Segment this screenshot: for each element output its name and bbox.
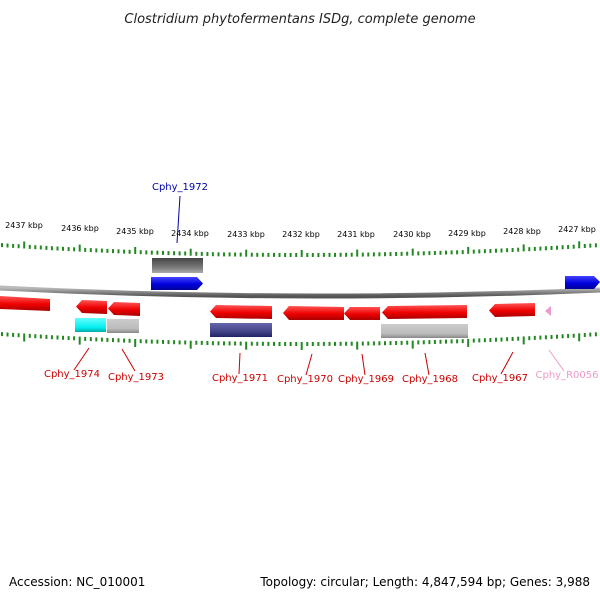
genome-backbone bbox=[0, 285, 600, 299]
scale-label: 2434 kbp bbox=[171, 229, 209, 238]
reverse-cds-arrow-cphy-1974[interactable] bbox=[76, 300, 107, 314]
outer-scale-ticks bbox=[1, 241, 597, 257]
label-leader-line bbox=[500, 351, 514, 375]
genome-summary-text: Topology: circular; Length: 4,847,594 bp… bbox=[259, 575, 590, 589]
label-leader-line bbox=[73, 347, 90, 371]
map-title: Clostridium phytofermentans ISDg, comple… bbox=[124, 12, 475, 27]
scale-label: 2430 kbp bbox=[393, 230, 431, 239]
cog-feature-block bbox=[75, 318, 106, 332]
gene-label-cphy-1970: Cphy_1970 bbox=[277, 374, 333, 385]
gene-label-cphy-1972: Cphy_1972 bbox=[152, 182, 208, 193]
reverse-cds-arrow-cphy-1970[interactable] bbox=[283, 306, 344, 320]
gene-label-cphy-1971: Cphy_1971 bbox=[212, 373, 268, 384]
cog-feature-block bbox=[210, 323, 272, 337]
forward-cds-arrow-cphy-1972[interactable] bbox=[151, 277, 203, 290]
gene-label-cphy-1974: Cphy_1974 bbox=[44, 369, 100, 380]
reverse-cds-arrow[interactable] bbox=[0, 296, 50, 311]
scale-label: 2433 kbp bbox=[227, 230, 265, 239]
label-leader-line bbox=[305, 353, 313, 376]
inner-scale-ticks bbox=[1, 332, 597, 350]
cog-feature-block bbox=[107, 319, 139, 333]
rrna-feature-cphy-r0056[interactable] bbox=[545, 306, 551, 316]
scale-label: 2427 kbp bbox=[558, 225, 596, 234]
reverse-cds-arrow-cphy-1967[interactable] bbox=[489, 303, 535, 317]
scale-label: 2432 kbp bbox=[282, 230, 320, 239]
gene-label-cphy-1967: Cphy_1967 bbox=[472, 373, 528, 384]
label-leader-line bbox=[176, 195, 181, 244]
reverse-cds-arrow-cphy-1973[interactable] bbox=[108, 302, 140, 316]
label-leader-line bbox=[361, 353, 366, 376]
scale-label: 2428 kbp bbox=[503, 227, 541, 236]
scale-label: 2435 kbp bbox=[116, 227, 154, 236]
label-leader-line bbox=[121, 348, 136, 372]
gene-label-cphy-1973: Cphy_1973 bbox=[108, 372, 164, 383]
reverse-cds-arrow-cphy-1969[interactable] bbox=[344, 307, 380, 320]
forward-cds-arrow[interactable] bbox=[565, 276, 600, 289]
scale-label: 2431 kbp bbox=[337, 230, 375, 239]
scale-labels: 2437 kbp 2436 kbp 2435 kbp 2434 kbp 2433… bbox=[5, 221, 596, 239]
reverse-cds-arrow-cphy-1971[interactable] bbox=[210, 305, 272, 319]
scale-label: 2436 kbp bbox=[61, 224, 99, 233]
gene-label-cphy-r0056: Cphy_R0056 bbox=[536, 370, 599, 381]
label-leader-line bbox=[238, 352, 241, 375]
gene-label-cphy-1969: Cphy_1969 bbox=[338, 374, 394, 385]
reverse-cds-arrow-cphy-1968[interactable] bbox=[382, 305, 467, 319]
cog-feature-block bbox=[152, 258, 203, 273]
scale-label: 2437 kbp bbox=[5, 221, 43, 230]
cog-feature-block bbox=[381, 324, 468, 338]
scale-label: 2429 kbp bbox=[448, 229, 486, 238]
label-leader-line bbox=[424, 352, 430, 376]
accession-text: Accession: NC_010001 bbox=[9, 575, 145, 589]
label-leader-line bbox=[548, 349, 565, 372]
gene-label-cphy-1968: Cphy_1968 bbox=[402, 374, 458, 385]
